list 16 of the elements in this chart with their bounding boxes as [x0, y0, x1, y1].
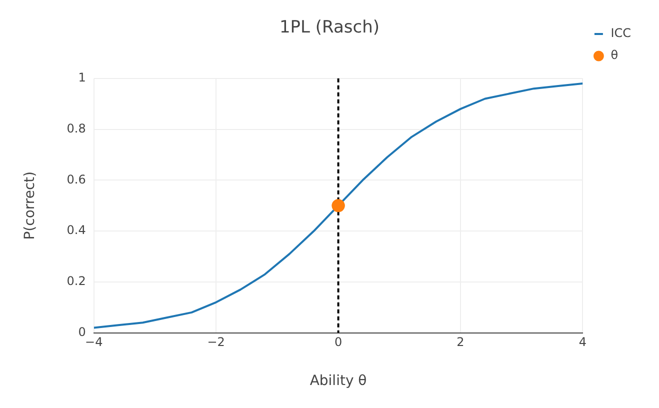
x-axis-title: Ability θ — [310, 373, 367, 390]
x-tick-label: 2 — [456, 335, 464, 350]
x-tick-label: −4 — [85, 335, 103, 350]
legend-label: θ — [610, 48, 618, 62]
y-tick-label: 0.4 — [66, 223, 86, 238]
x-tick-label: 4 — [578, 335, 587, 350]
chart-title: 1PL (Rasch) — [279, 18, 380, 38]
legend-label: ICC — [610, 26, 631, 40]
x-tick-label: −2 — [207, 335, 225, 350]
y-tick-label: 1 — [78, 70, 86, 85]
y-axis-title: P(correct) — [22, 171, 38, 240]
y-tick-label: 0.6 — [66, 172, 86, 186]
y-tick-label: 0.2 — [66, 274, 86, 288]
x-tick-label: 0 — [334, 335, 342, 350]
y-tick-label: 0.8 — [66, 121, 86, 136]
y-tick-label: 0 — [78, 324, 86, 339]
